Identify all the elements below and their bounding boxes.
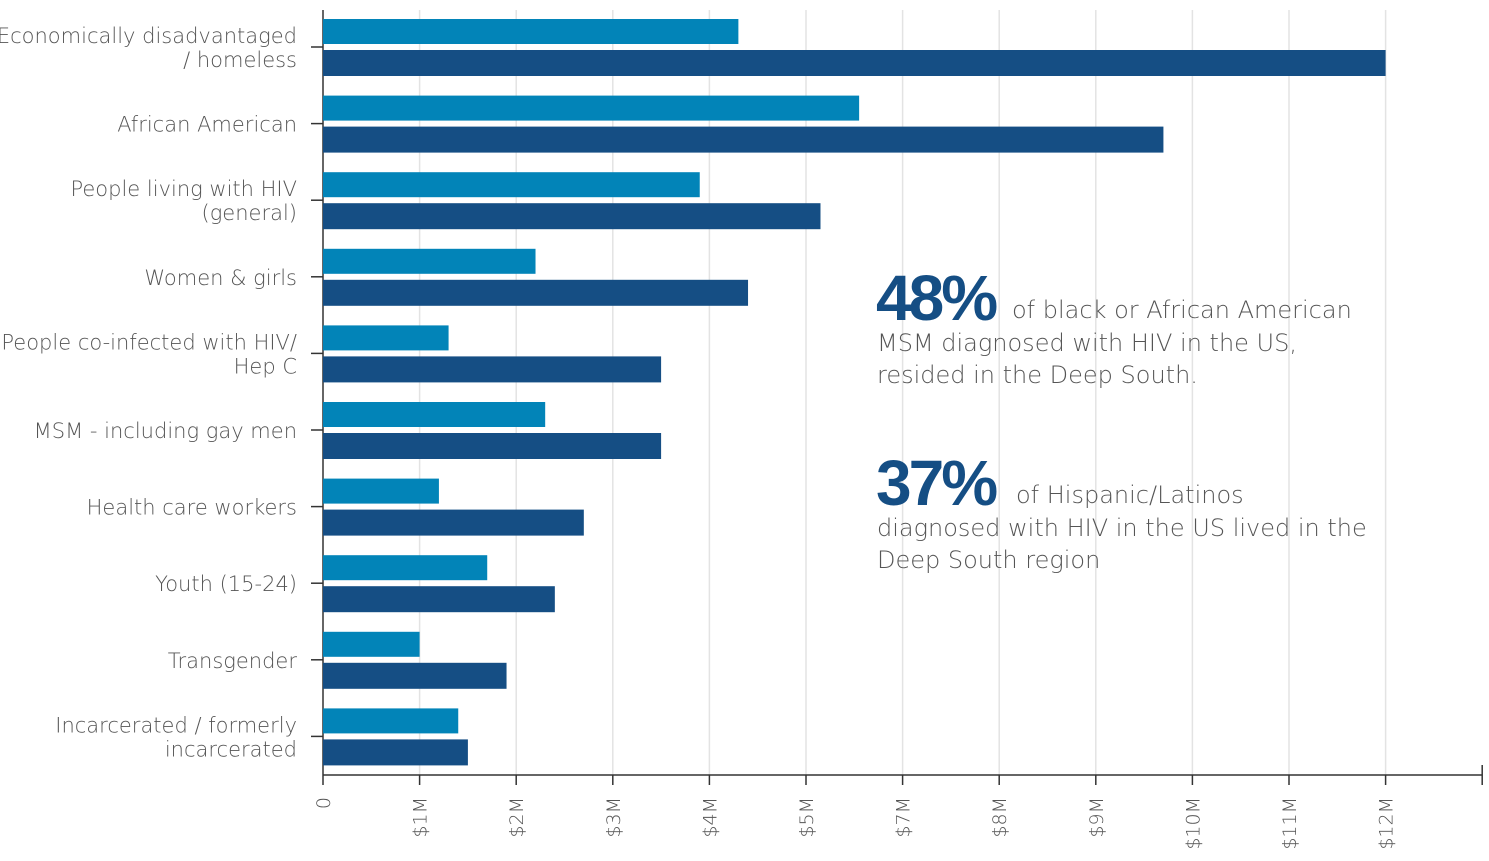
bar (323, 478, 439, 504)
bar (323, 631, 420, 657)
label-line: MSM - including gay men (34, 419, 297, 443)
label-line: / homeless (183, 48, 297, 72)
x-tick-label: $4M (699, 797, 721, 838)
label-line: Economically disadvantaged (0, 24, 297, 48)
label-line: Incarcerated / formerly (55, 713, 297, 737)
x-tick-label: $11M (1279, 797, 1301, 850)
x-tick-label: $9M (1086, 797, 1108, 838)
label-line: People co-infected with HIV/ (1, 330, 297, 354)
annotation-text: of Hispanic/Latinos (1016, 481, 1244, 509)
bar (323, 402, 546, 427)
x-tick-label: $1M (410, 797, 432, 838)
bar (323, 126, 1164, 153)
bar (323, 95, 860, 121)
x-tick-label: $3M (603, 797, 625, 838)
bar (323, 739, 468, 766)
bar (323, 586, 555, 613)
x-tick-label: $8M (989, 797, 1011, 838)
bar (323, 708, 459, 734)
y-tick-label: Economically disadvantaged / homeless (0, 24, 297, 72)
bar (323, 279, 749, 306)
bar (323, 662, 507, 689)
label-line: Transgender (168, 649, 298, 673)
x-tick-label: 0 (313, 797, 335, 809)
label-line: Hep C (234, 354, 297, 378)
y-tick-label: Incarcerated / formerly incarcerated (55, 713, 297, 761)
y-tick-label: Women & girls (144, 266, 297, 290)
bar (323, 433, 662, 459)
bar (323, 50, 1386, 76)
y-tick-label: African American (117, 113, 297, 137)
label-line: (general) (202, 201, 297, 225)
label-line: Women & girls (144, 266, 297, 290)
y-tick-label: People co-infected with HIV/Hep C (1, 330, 297, 378)
annotation-figure: 37% (876, 447, 997, 519)
bar (323, 19, 739, 44)
x-tick-label: $12M (1376, 797, 1398, 850)
x-tick-label: $10M (1182, 797, 1204, 850)
x-tick-label: $2M (506, 797, 528, 838)
bar (323, 555, 488, 581)
annotation-text: Deep South region (877, 546, 1100, 574)
label-line: incarcerated (165, 737, 297, 761)
bar (323, 509, 584, 536)
bar (323, 203, 821, 230)
label-line: People living with HIV (70, 177, 297, 201)
y-tick-label: People living with HIV (general) (70, 177, 297, 225)
annotation-figure: 48% (876, 262, 997, 334)
label-line: Health care workers (87, 496, 297, 520)
x-tick-label: $7M (893, 797, 915, 838)
annotation-text: MSM diagnosed with HIV in the US, (877, 329, 1297, 357)
y-tick-label: Transgender (168, 649, 298, 673)
bar (323, 356, 662, 383)
x-tick-label: $5M (796, 797, 818, 838)
bar (323, 248, 536, 274)
y-tick-label: Youth (15-24) (155, 572, 297, 596)
annotation-text: of black or African American (1012, 296, 1352, 324)
y-tick-label: Health care workers (87, 496, 297, 520)
bar (323, 172, 700, 198)
bar (323, 325, 449, 351)
label-line: African American (117, 113, 297, 137)
annotation-text: resided in the Deep South. (877, 361, 1198, 389)
y-tick-label: MSM - including gay men (34, 419, 297, 443)
label-line: Youth (15-24) (155, 572, 297, 596)
annotation-text: diagnosed with HIV in the US lived in th… (877, 514, 1367, 542)
